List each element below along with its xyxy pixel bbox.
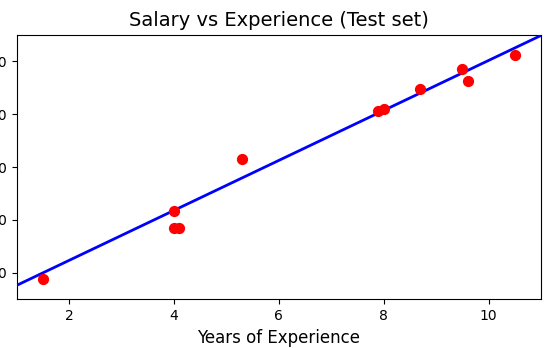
Point	[379, 106, 388, 112]
Point	[416, 86, 425, 92]
Point	[39, 276, 47, 282]
Point	[238, 156, 247, 162]
Point	[458, 66, 467, 72]
Point	[169, 209, 178, 214]
Title: Salary vs Experience (Test set): Salary vs Experience (Test set)	[129, 11, 429, 31]
X-axis label: Years of Experience: Years of Experience	[197, 329, 360, 347]
Point	[511, 52, 519, 58]
Point	[463, 78, 472, 84]
Point	[374, 108, 383, 113]
Point	[175, 225, 184, 230]
Point	[169, 225, 178, 231]
